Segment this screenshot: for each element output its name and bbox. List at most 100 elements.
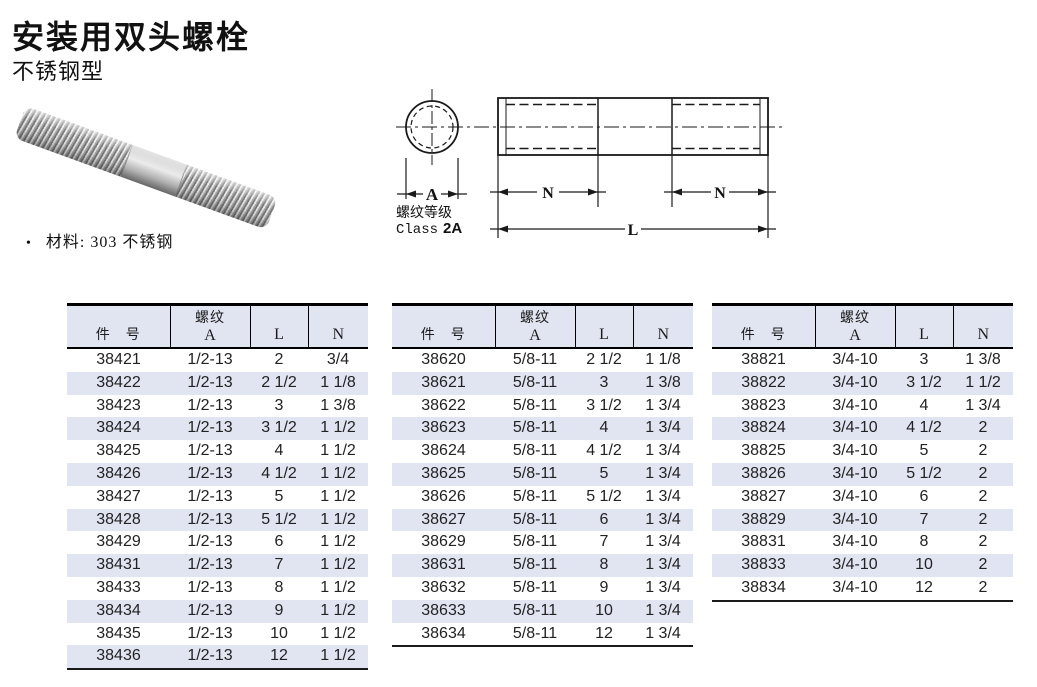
table-body: 38821 3/4-10 3 1 3/8 38822 3/4-10 3 1/2 1 1/2 38… bbox=[712, 348, 1013, 601]
table-row: 38834 3/4-10 12 2 bbox=[712, 577, 1013, 601]
table-cell: 12 bbox=[595, 624, 613, 642]
table-cell: 5/8-11 bbox=[512, 533, 558, 551]
table-cell: 1 3/4 bbox=[645, 533, 681, 551]
table-cell: 1 1/2 bbox=[308, 554, 368, 577]
table-cell: 5/8-11 bbox=[512, 396, 558, 414]
table-cell: 3/4-10 bbox=[832, 487, 878, 505]
dim-n-left-label: N bbox=[542, 185, 554, 202]
table-header: 件 号 螺纹 A L N bbox=[392, 304, 693, 349]
table-cell: 38831 bbox=[741, 533, 786, 551]
parts-table: 件 号 螺纹 A L N 38421 1/2-13 2 3/4 38422 1/2-13 2… bbox=[67, 303, 368, 671]
dim-n-right-label: N bbox=[714, 185, 726, 202]
table-cell: 3/4-10 bbox=[832, 533, 878, 551]
table-row: 38831 3/4-10 8 2 bbox=[712, 531, 1013, 554]
table-row: 38424 1/2-13 3 1/2 1 1/2 bbox=[67, 417, 368, 441]
table-cell: 3/4 bbox=[326, 351, 350, 368]
table-cell: 5/8-11 bbox=[495, 554, 575, 577]
table-cell: 3/4-10 bbox=[815, 417, 895, 441]
table-cell: 10 bbox=[270, 624, 288, 642]
dim-a-label: A bbox=[426, 185, 439, 204]
col-thread-sub: A bbox=[204, 327, 216, 344]
table-row: 38436 1/2-13 12 1 1/2 bbox=[67, 645, 368, 670]
side-view-outline bbox=[497, 97, 769, 156]
dim-l-label: L bbox=[628, 222, 639, 239]
stud-bolt-image bbox=[14, 106, 278, 230]
table-cell: 38632 bbox=[421, 578, 466, 596]
table-cell: 38825 bbox=[741, 442, 786, 460]
stud-shank bbox=[119, 144, 187, 197]
table-cell: 3/4-10 bbox=[815, 554, 895, 577]
col-thread-sub: A bbox=[529, 327, 541, 344]
table-row: 38423 1/2-13 3 1 3/8 bbox=[67, 395, 368, 418]
table-cell: 38631 bbox=[392, 554, 495, 577]
page-subtitle: 不锈钢型 bbox=[12, 59, 105, 84]
table-cell: 1 3/8 bbox=[633, 371, 693, 395]
table-cell: 5/8-11 bbox=[512, 487, 558, 505]
table-cell: 8 bbox=[274, 578, 284, 596]
table-cell: 3/4-10 bbox=[815, 508, 895, 532]
table-cell: 38626 bbox=[421, 487, 466, 505]
col-thread: 螺纹 A bbox=[494, 304, 575, 349]
dim-a-extension-lines bbox=[405, 158, 459, 199]
parts-table: 件 号 螺纹 A L N 38620 5/8-11 2 1/2 1 1/8 38621 5… bbox=[392, 303, 693, 648]
table-cell: 4 bbox=[274, 442, 284, 460]
col-thread-sub: A bbox=[849, 327, 861, 344]
table-header: 件 号 螺纹 A L N bbox=[712, 304, 1013, 349]
dim-extension-lines bbox=[497, 155, 769, 238]
table-cell: 7 bbox=[895, 508, 953, 532]
table-cell: 5/8-11 bbox=[512, 578, 558, 596]
table-cell: 2 bbox=[978, 533, 988, 551]
table-body: 38620 5/8-11 2 1/2 1 1/8 38621 5/8-11 3 1 3/8 38… bbox=[392, 348, 693, 646]
table-cell: 1 1/2 bbox=[308, 599, 368, 623]
table-cell: 38425 bbox=[96, 442, 141, 460]
table-cell: 38826 bbox=[712, 462, 815, 486]
table-cell: 5 bbox=[575, 462, 633, 486]
table-cell: 5 bbox=[274, 487, 284, 505]
table-cell: 38435 bbox=[96, 624, 141, 642]
table-cell: 1 1/2 bbox=[308, 417, 368, 441]
table-cell: 10 bbox=[895, 554, 953, 577]
table-cell: 3/4-10 bbox=[832, 396, 878, 414]
table-cell: 38824 bbox=[712, 417, 815, 441]
side-view-shank-separators bbox=[597, 98, 673, 155]
col-length: L bbox=[574, 304, 633, 349]
col-thread-label: 螺纹 bbox=[195, 311, 225, 326]
table-cell: 6 bbox=[575, 508, 633, 532]
table-cell: 1 1/2 bbox=[320, 624, 356, 642]
parts-table-1: 件 号 螺纹 A L N 38421 1/2-13 2 3/4 38422 1/2-13 2… bbox=[67, 303, 368, 671]
table-cell: 1 1/2 bbox=[320, 578, 356, 596]
table-cell: 38436 bbox=[67, 645, 170, 670]
table-row: 38632 5/8-11 9 1 3/4 bbox=[392, 577, 693, 600]
table-cell: 1/2-13 bbox=[170, 599, 250, 623]
table-row: 38425 1/2-13 4 1 1/2 bbox=[67, 440, 368, 463]
table-cell: 2 1/2 bbox=[586, 351, 622, 368]
table-cell: 1/2-13 bbox=[170, 645, 250, 670]
table-cell: 38827 bbox=[741, 487, 786, 505]
table-cell: 38623 bbox=[392, 417, 495, 441]
table-cell: 38822 bbox=[712, 371, 815, 395]
table-cell: 8 bbox=[575, 554, 633, 577]
table-cell: 1/2-13 bbox=[170, 554, 250, 577]
table-cell: 1 1/2 bbox=[308, 645, 368, 670]
table-cell: 1/2-13 bbox=[187, 396, 233, 414]
table-cell: 1/2-13 bbox=[187, 351, 233, 368]
table-cell: 1 1/2 bbox=[320, 533, 356, 551]
header-row: 件 号 螺纹 A L N bbox=[67, 304, 368, 349]
table-cell: 1 3/8 bbox=[965, 351, 1001, 368]
table-cell: 38424 bbox=[67, 417, 170, 441]
col-part-number: 件 号 bbox=[67, 304, 170, 349]
table-cell: 1 1/2 bbox=[308, 508, 368, 532]
table-cell: 1 1/2 bbox=[320, 487, 356, 505]
table-row: 38426 1/2-13 4 1/2 1 1/2 bbox=[67, 462, 368, 486]
thread-minor-dia-dashed bbox=[506, 103, 760, 150]
col-thread-label: 螺纹 bbox=[840, 311, 870, 326]
material-text: 材料: 303 不锈钢 bbox=[45, 234, 174, 251]
table-header: 件 号 螺纹 A L N bbox=[67, 304, 368, 349]
table-cell: 4 1/2 bbox=[250, 462, 308, 486]
stud-thread-right bbox=[175, 164, 278, 230]
table-cell: 38428 bbox=[67, 508, 170, 532]
table-cell: 4 1/2 bbox=[895, 417, 953, 441]
table-cell: 1/2-13 bbox=[187, 533, 233, 551]
table-cell: 1 3/4 bbox=[645, 578, 681, 596]
table-cell: 1 1/8 bbox=[308, 371, 368, 395]
